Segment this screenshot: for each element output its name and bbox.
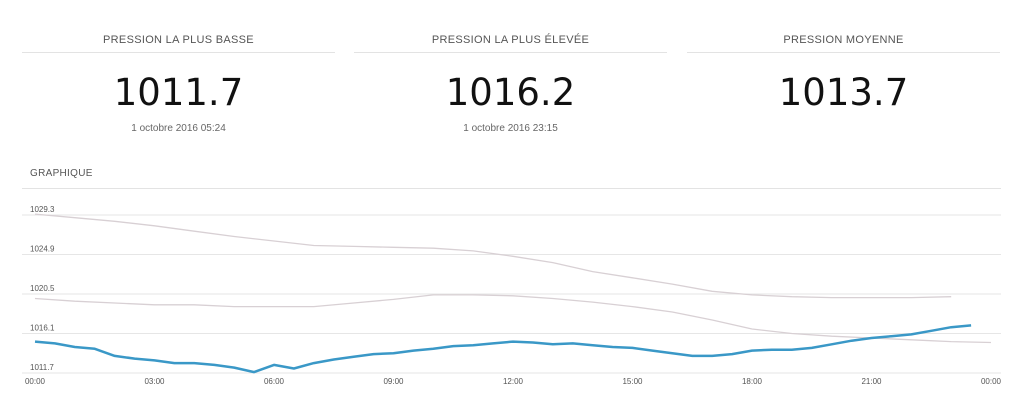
y-axis-ticks: 1011.7 1016.1 1020.5 1024.9 1029.3 [30, 205, 55, 372]
average-pressure-title: PRESSION MOYENNE [687, 22, 1000, 53]
x-tick-label: 09:00 [383, 377, 404, 386]
x-tick-label: 03:00 [144, 377, 165, 386]
highest-pressure-card: PRESSION LA PLUS ÉLEVÉE 1016.2 1 octobre… [354, 22, 667, 134]
chart-section-title: GRAPHIQUE [30, 168, 93, 179]
x-tick-label: 00:00 [981, 377, 1002, 386]
lowest-pressure-value: 1011.7 [113, 71, 244, 114]
x-axis-ticks: 00:00 03:00 06:00 09:00 12:00 15:00 18:00 21:00… [25, 377, 1002, 386]
highest-pressure-value: 1016.2 [445, 71, 576, 114]
x-tick-label: 18:00 [742, 377, 763, 386]
y-tick-label: 1011.7 [30, 363, 54, 372]
lowest-pressure-date: 1 octobre 2016 05:24 [131, 123, 226, 134]
lowest-pressure-title: PRESSION LA PLUS BASSE [22, 22, 335, 53]
chart-series [34, 213, 992, 374]
x-tick-label: 12:00 [503, 377, 524, 386]
average-pressure-value: 1013.7 [778, 71, 909, 114]
y-tick-label: 1029.3 [30, 205, 55, 214]
y-tick-label: 1016.1 [30, 324, 55, 333]
highest-pressure-title: PRESSION LA PLUS ÉLEVÉE [354, 22, 667, 53]
reference-series-line [34, 294, 992, 344]
x-tick-label: 15:00 [622, 377, 643, 386]
lowest-pressure-card: PRESSION LA PLUS BASSE 1011.7 1 octobre … [22, 22, 335, 134]
x-tick-label: 21:00 [861, 377, 882, 386]
reference-series-line [34, 213, 952, 299]
highest-pressure-date: 1 octobre 2016 23:15 [463, 123, 558, 134]
average-pressure-card: PRESSION MOYENNE 1013.7 [687, 22, 1000, 111]
x-tick-label: 06:00 [264, 377, 285, 386]
pressure-chart: 1011.7 1016.1 1020.5 1024.9 1029.3 00:00 03:0… [22, 205, 1002, 386]
y-tick-label: 1020.5 [30, 284, 55, 293]
chart-grid [22, 214, 1001, 374]
pressure-series-line [34, 324, 972, 374]
y-tick-label: 1024.9 [30, 245, 55, 254]
chart-section-divider [22, 188, 1001, 189]
x-tick-label: 00:00 [25, 377, 46, 386]
